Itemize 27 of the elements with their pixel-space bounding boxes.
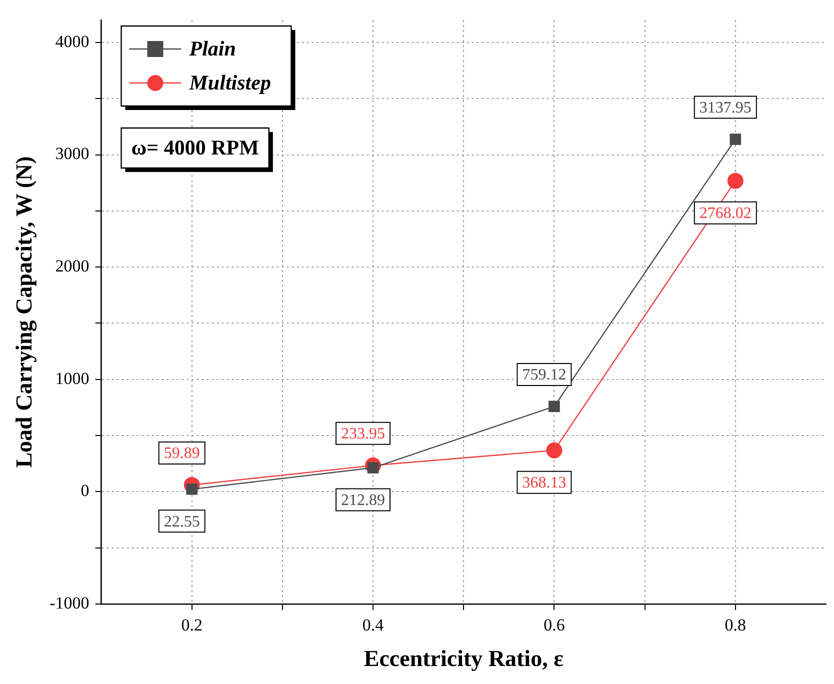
point (546, 442, 562, 458)
y-tick-label: 0 (80, 481, 90, 500)
y-axis-title: Load Carrying Capacity, W (N) (12, 156, 38, 468)
legend-label: Multistep (188, 70, 271, 94)
data-label: 2768.02 (699, 205, 752, 222)
y-tick-label: -1000 (50, 593, 90, 612)
y-tick-label: 2000 (55, 256, 90, 276)
y-tick-label: 1000 (55, 368, 90, 388)
data-label: 233.95 (341, 426, 386, 443)
x-axis-title: Eccentricity Ratio, ε (364, 646, 564, 672)
x-tick-label: 0.2 (181, 616, 202, 635)
data-label: 59.89 (164, 445, 200, 462)
x-tick-label: 0.6 (544, 616, 565, 635)
y-tick-label: 3000 (55, 144, 90, 164)
data-label: 212.89 (341, 492, 386, 509)
legend-label: Plain (188, 36, 236, 60)
data-label: 368.13 (522, 474, 566, 492)
point (730, 134, 742, 145)
data-label: 3137.95 (699, 99, 752, 116)
point (727, 172, 744, 189)
annotation: ω= 4000 RPM (131, 135, 260, 160)
data-label: 759.12 (522, 366, 566, 384)
data-label: 22.55 (164, 513, 200, 530)
x-tick-label: 0.8 (724, 616, 746, 635)
y-tick-label: 4000 (55, 32, 90, 51)
x-tick-label: 0.4 (362, 616, 384, 635)
point (548, 400, 560, 412)
